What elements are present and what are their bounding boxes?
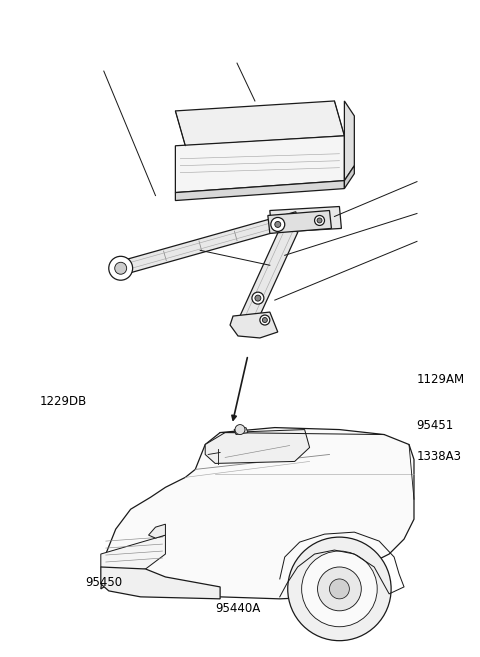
Polygon shape <box>268 210 332 233</box>
Circle shape <box>109 256 132 280</box>
Circle shape <box>275 221 281 227</box>
Polygon shape <box>234 428 248 434</box>
Polygon shape <box>175 181 344 200</box>
Polygon shape <box>101 535 166 574</box>
Polygon shape <box>230 312 278 338</box>
Circle shape <box>301 551 377 627</box>
Polygon shape <box>344 101 354 181</box>
Circle shape <box>288 537 391 641</box>
Circle shape <box>329 579 349 599</box>
Circle shape <box>314 215 324 225</box>
Circle shape <box>255 295 261 301</box>
Text: 95450: 95450 <box>85 576 122 589</box>
Text: 1129AM: 1129AM <box>417 373 465 386</box>
Polygon shape <box>270 206 341 233</box>
Text: 95451: 95451 <box>417 419 454 432</box>
Text: 95440A: 95440A <box>215 602 260 615</box>
Polygon shape <box>205 430 310 463</box>
Polygon shape <box>148 524 166 538</box>
Text: 1229DB: 1229DB <box>39 396 87 408</box>
Polygon shape <box>175 136 344 193</box>
Polygon shape <box>175 101 344 146</box>
Circle shape <box>260 315 270 325</box>
Circle shape <box>317 218 322 223</box>
Circle shape <box>318 567 361 611</box>
Circle shape <box>263 317 267 323</box>
Polygon shape <box>344 166 354 189</box>
Polygon shape <box>101 567 220 599</box>
Circle shape <box>271 217 285 231</box>
Polygon shape <box>119 212 300 275</box>
Polygon shape <box>240 225 298 324</box>
Circle shape <box>252 292 264 304</box>
Circle shape <box>235 424 245 434</box>
Polygon shape <box>101 428 414 599</box>
Circle shape <box>115 262 127 274</box>
Text: 1338A3: 1338A3 <box>417 449 462 463</box>
